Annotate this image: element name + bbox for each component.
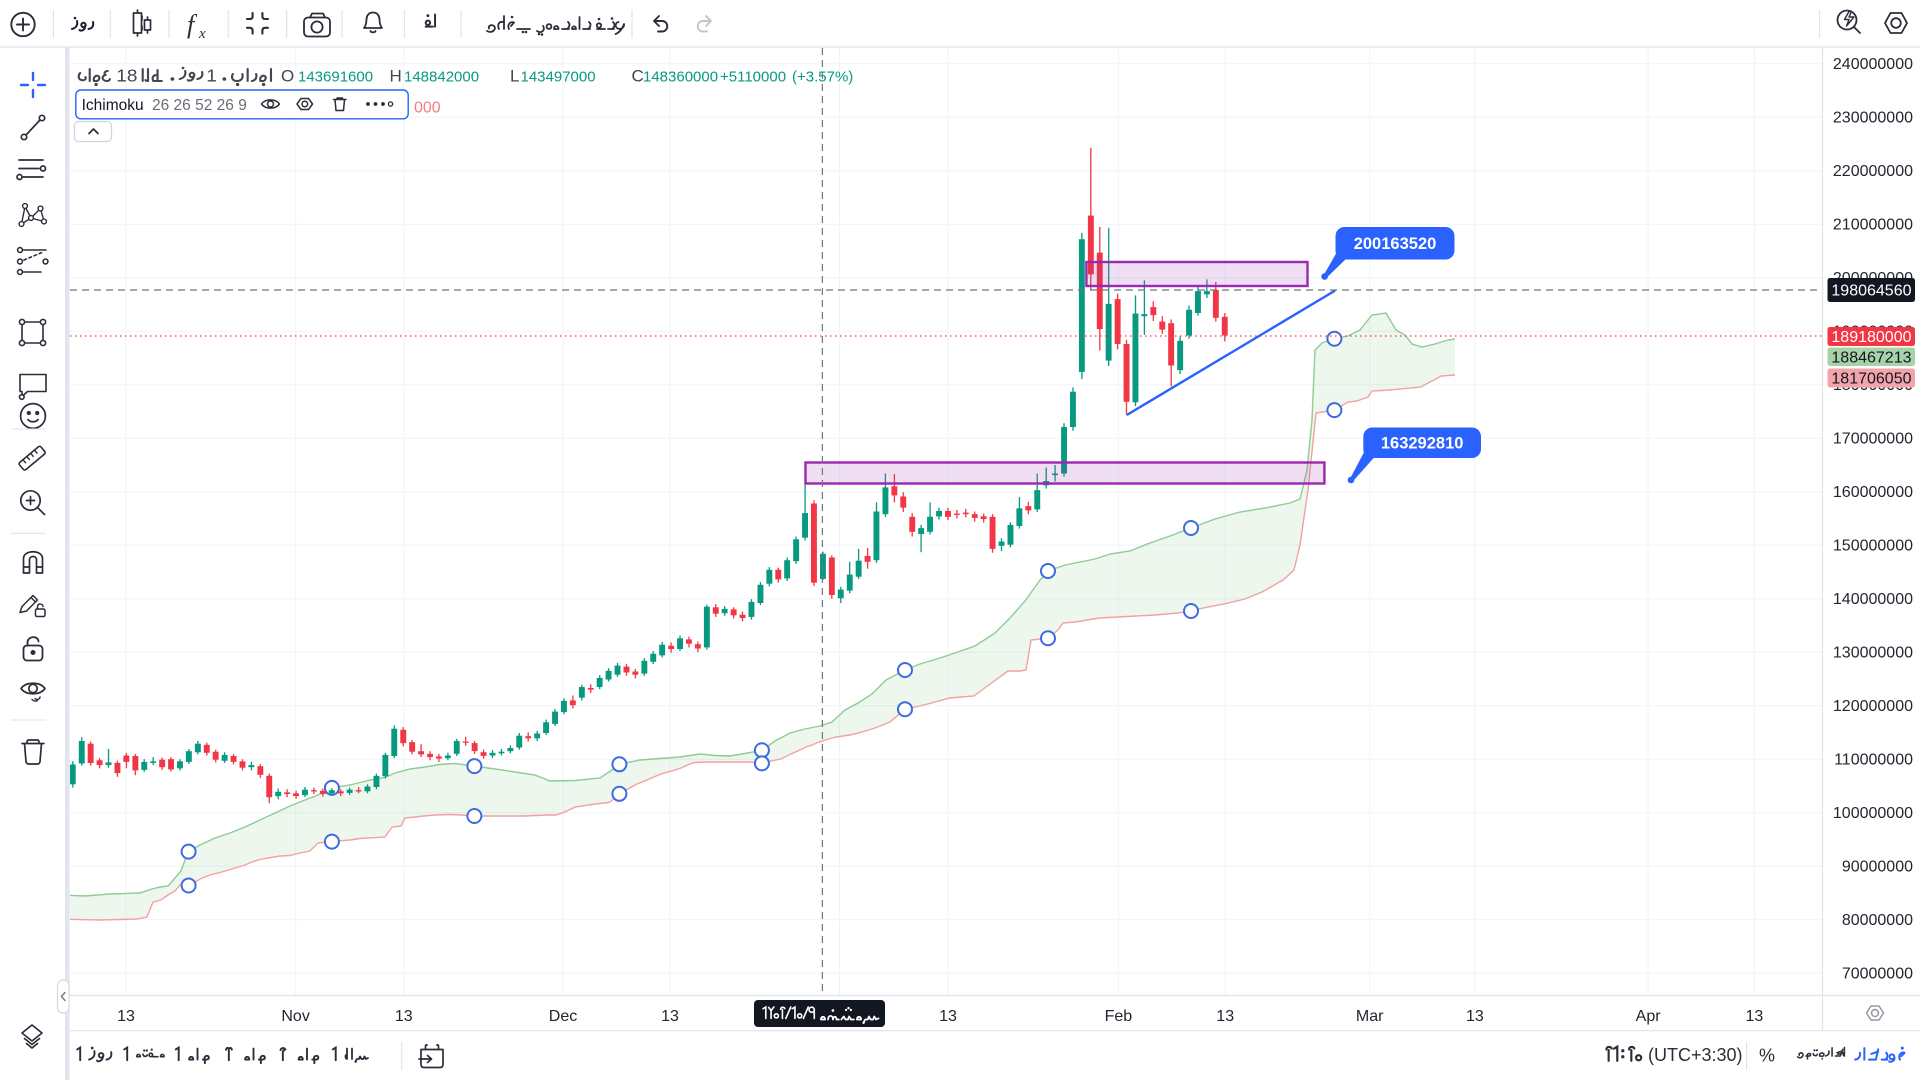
svg-text:%: % xyxy=(1759,1046,1775,1066)
svg-text:18: 18 xyxy=(116,65,137,85)
svg-text:170000000: 170000000 xyxy=(1833,431,1913,448)
svg-text:H: H xyxy=(390,67,402,86)
svg-text:Feb: Feb xyxy=(1105,1008,1133,1025)
svg-text:x: x xyxy=(198,26,206,42)
svg-text:181706050: 181706050 xyxy=(1831,371,1911,388)
svg-text:110000000: 110000000 xyxy=(1834,752,1913,769)
svg-text:+5110000: +5110000 xyxy=(720,69,786,86)
svg-text:O: O xyxy=(281,67,294,86)
svg-text:90000000: 90000000 xyxy=(1842,859,1913,876)
svg-text:148360000: 148360000 xyxy=(643,69,718,86)
svg-text:230000000: 230000000 xyxy=(1833,110,1913,127)
svg-text:100000000: 100000000 xyxy=(1833,805,1913,822)
svg-text:160000000: 160000000 xyxy=(1833,484,1913,501)
svg-text:70000000: 70000000 xyxy=(1842,966,1913,983)
svg-text:150000000: 150000000 xyxy=(1833,538,1913,555)
svg-text:189180000: 189180000 xyxy=(1831,329,1911,346)
svg-text:130000000: 130000000 xyxy=(1833,645,1913,662)
svg-text:210000000: 210000000 xyxy=(1833,217,1913,234)
svg-text:188467213: 188467213 xyxy=(1831,349,1911,366)
svg-text:13: 13 xyxy=(939,1008,957,1025)
svg-text:80000000: 80000000 xyxy=(1842,912,1913,929)
svg-text:Nov: Nov xyxy=(281,1008,309,1025)
svg-text:Mar: Mar xyxy=(1356,1008,1384,1025)
svg-text:Apr: Apr xyxy=(1636,1008,1662,1025)
svg-text:13: 13 xyxy=(117,1008,135,1025)
svg-text:13: 13 xyxy=(1746,1008,1764,1025)
svg-text:13: 13 xyxy=(1216,1008,1234,1025)
svg-text:200163520: 200163520 xyxy=(1354,235,1437,253)
svg-text:1: 1 xyxy=(206,65,217,85)
svg-text:220000000: 220000000 xyxy=(1833,163,1913,180)
svg-text:198064560: 198064560 xyxy=(1831,283,1911,300)
svg-text:f: f xyxy=(187,10,198,39)
svg-text:C: C xyxy=(632,67,644,86)
svg-text:(+3.57%): (+3.57%) xyxy=(792,69,853,86)
svg-text:13: 13 xyxy=(1466,1008,1484,1025)
svg-text:000: 000 xyxy=(414,100,441,117)
svg-text:26 26 52 26 9: 26 26 52 26 9 xyxy=(152,97,247,114)
svg-text:13: 13 xyxy=(661,1008,679,1025)
svg-text:120000000: 120000000 xyxy=(1833,698,1913,715)
svg-text:148842000: 148842000 xyxy=(404,69,479,86)
svg-text:L: L xyxy=(510,67,519,86)
svg-text:240000000: 240000000 xyxy=(1833,56,1913,73)
svg-text:140000000: 140000000 xyxy=(1833,591,1913,608)
svg-text:163292810: 163292810 xyxy=(1381,434,1464,452)
svg-text:(UTC+3:30): (UTC+3:30) xyxy=(1648,1045,1743,1065)
svg-text:13: 13 xyxy=(395,1008,413,1025)
svg-text:Ichimoku: Ichimoku xyxy=(82,97,144,114)
svg-text:143691600: 143691600 xyxy=(298,69,373,86)
svg-text:Dec: Dec xyxy=(549,1008,577,1025)
svg-text:143497000: 143497000 xyxy=(521,69,596,86)
